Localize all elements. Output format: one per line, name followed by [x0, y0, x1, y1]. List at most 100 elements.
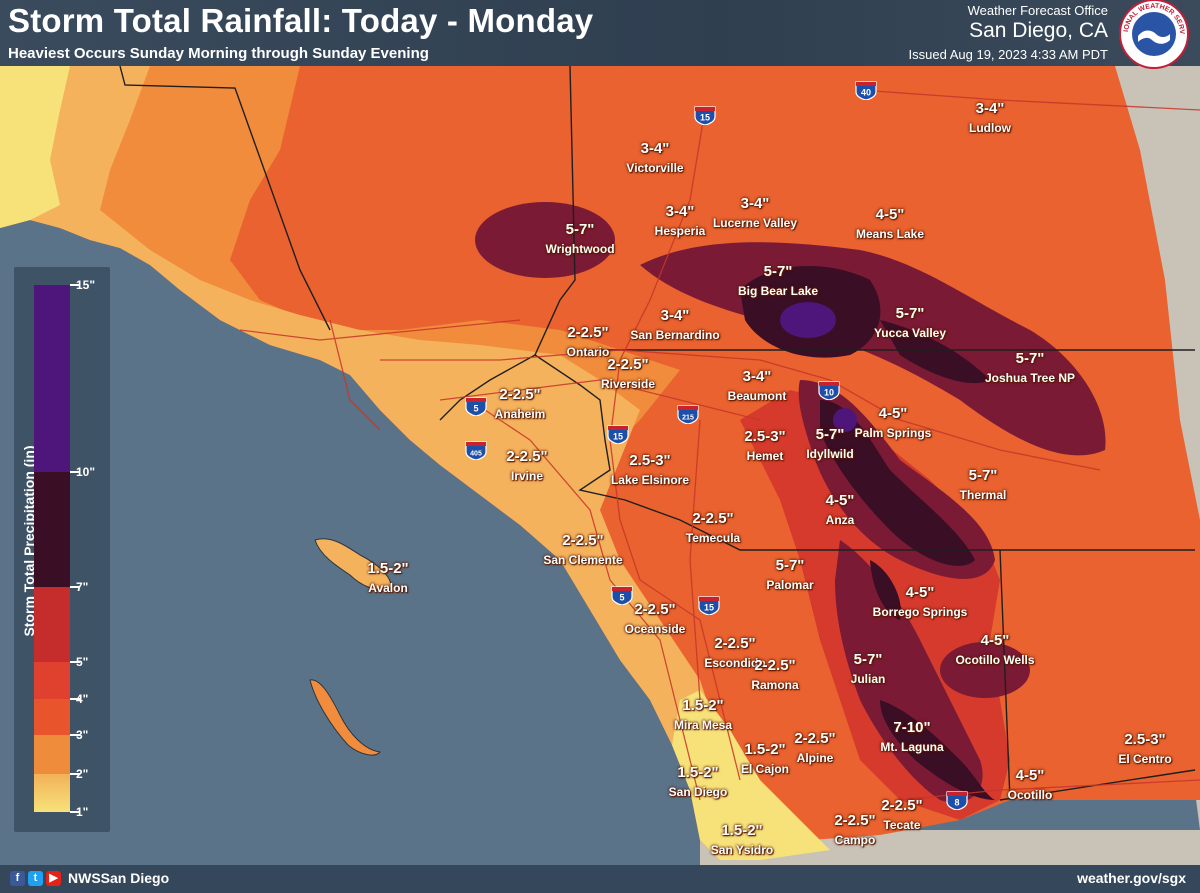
place-name: Thermal — [959, 488, 1007, 502]
interstate-shield-icon: 8 — [946, 791, 968, 810]
svg-text:15: 15 — [613, 432, 623, 442]
twitter-icon[interactable]: t — [28, 871, 43, 886]
forecast-amount: 5-7" — [565, 221, 595, 238]
forecast-amount: 4-5" — [825, 492, 855, 509]
facebook-icon[interactable]: f — [10, 871, 25, 886]
place-name: Lucerne Valley — [712, 216, 798, 230]
svg-text:8: 8 — [954, 798, 959, 808]
forecast-amount: 4-5" — [875, 206, 905, 223]
forecast-amount: 5-7" — [815, 426, 845, 443]
desert-terrain — [700, 60, 1200, 865]
place-name: Hesperia — [654, 224, 706, 238]
svg-text:15: 15 — [700, 113, 710, 123]
svg-text:15: 15 — [704, 603, 714, 613]
interstate-shield-icon: 5 — [611, 586, 633, 605]
forecast-amount: 1.5-2" — [682, 697, 724, 714]
zone-5-7-wrightwood — [475, 202, 615, 278]
legend-tick-mark — [70, 734, 80, 736]
place-name: El Centro — [1118, 752, 1172, 766]
forecast-amount: 3-4" — [740, 195, 770, 212]
interstate-shield-icon: 405 — [465, 441, 487, 460]
social-handle[interactable]: NWSSan Diego — [68, 870, 170, 886]
interstate-shield-icon: 5 — [465, 397, 487, 416]
legend-tick-mark — [70, 471, 80, 473]
nws-logo-icon[interactable]: NATIONAL WEATHER SERVICE — [1118, 0, 1190, 70]
place-name: Temecula — [685, 531, 741, 545]
forecast-amount: 5-7" — [1015, 350, 1045, 367]
island-san-clemente — [309, 679, 381, 756]
place-name: Yucca Valley — [873, 326, 947, 340]
footer-bar: f t ▶ NWSSan Diego weather.gov/sgx — [0, 865, 1200, 893]
legend-tick-mark — [70, 773, 80, 775]
place-name: Alpine — [796, 751, 834, 765]
place-name: Victorville — [626, 161, 684, 175]
youtube-icon[interactable]: ▶ — [46, 871, 61, 886]
forecast-amount: 2-2.5" — [754, 657, 796, 674]
forecast-amount: 1.5-2" — [744, 741, 786, 758]
place-name: Anza — [825, 513, 855, 527]
legend-swatch — [34, 472, 70, 587]
svg-text:40: 40 — [861, 88, 871, 98]
forecast-amount: 1.5-2" — [677, 764, 719, 781]
place-name: Tecate — [883, 818, 921, 832]
forecast-amount: 2-2.5" — [567, 324, 609, 341]
place-name: Julian — [850, 672, 886, 686]
forecast-amount: 4-5" — [905, 584, 935, 601]
forecast-amount: 4-5" — [878, 405, 908, 422]
forecast-amount: 5-7" — [775, 557, 805, 574]
website-link[interactable]: weather.gov/sgx — [1077, 870, 1186, 886]
place-name: Hemet — [746, 449, 784, 463]
place-name: Idyllwild — [806, 447, 854, 461]
forecast-amount: 1.5-2" — [367, 560, 409, 577]
forecast-amount: 2.5-3" — [629, 452, 671, 469]
place-name: Palm Springs — [854, 426, 932, 440]
place-name: El Cajon — [740, 762, 790, 776]
place-name: San Bernardino — [630, 328, 720, 342]
place-name: San Ysidro — [710, 843, 774, 857]
forecast-amount: 2-2.5" — [714, 635, 756, 652]
zone-7-10-laguna — [870, 560, 901, 620]
legend-tick-label: 5" — [76, 655, 89, 669]
place-name: Ludlow — [969, 121, 1011, 135]
office-city: San Diego, CA — [969, 19, 1108, 42]
place-name: Irvine — [510, 469, 544, 483]
office-label: Weather Forecast Office — [967, 3, 1108, 18]
forecast-amount: 2-2.5" — [562, 532, 604, 549]
forecast-amount: 2-2.5" — [506, 448, 548, 465]
issued-time: Issued Aug 19, 2023 4:33 AM PDT — [908, 47, 1108, 62]
forecast-amount: 2.5-3" — [1124, 731, 1166, 748]
legend-swatch — [34, 587, 70, 662]
map-title: Storm Total Rainfall: Today - Monday — [8, 2, 594, 39]
place-name: Ocotillo Wells — [955, 653, 1035, 667]
place-name: Riverside — [600, 377, 656, 391]
forecast-amount: 2-2.5" — [692, 510, 734, 527]
forecast-amount: 3-4" — [660, 307, 690, 324]
interstate-shield-icon: 15 — [698, 596, 720, 615]
legend-tick-mark — [70, 661, 80, 663]
place-name: Lake Elsinore — [610, 473, 690, 487]
svg-text:5: 5 — [619, 593, 624, 603]
legend: Storm Total Precipitation (in) 15" 10" 7" 5… — [14, 267, 110, 832]
forecast-amount: 5-7" — [895, 305, 925, 322]
interstate-shield-icon: 10 — [818, 381, 840, 400]
forecast-amount: 3-4" — [975, 100, 1005, 117]
place-name: Borrego Springs — [872, 605, 968, 619]
legend-tick-label: 4" — [76, 692, 89, 706]
place-name: Beaumont — [727, 389, 787, 403]
forecast-amount: 5-7" — [763, 263, 793, 280]
place-name: Palomar — [766, 578, 814, 592]
zone-7-10-idyllwild — [820, 400, 975, 566]
place-name: Avalon — [368, 581, 408, 595]
county-borders — [119, 65, 1196, 801]
interstate-shield-icon: 15 — [607, 425, 629, 444]
legend-tick-label: 3" — [76, 728, 89, 742]
forecast-amount: 2-2.5" — [607, 356, 649, 373]
place-name: Means Lake — [855, 227, 925, 241]
forecast-amount: 2-2.5" — [834, 812, 876, 829]
place-name: Campo — [834, 833, 876, 847]
forecast-amount: 2-2.5" — [794, 730, 836, 747]
svg-text:5: 5 — [473, 404, 478, 414]
place-name: Escondido — [704, 656, 766, 670]
legend-swatch — [34, 774, 70, 812]
